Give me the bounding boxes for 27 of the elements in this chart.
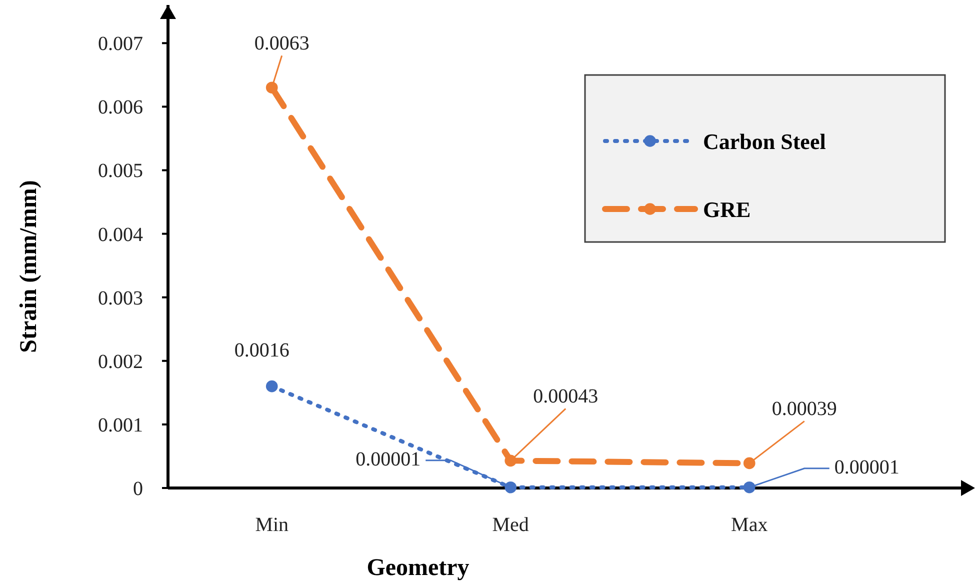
point [504,454,517,467]
x-tick-label: Max [731,514,768,536]
data-label: 0.00001 [834,456,900,478]
legend-label: GRE [703,197,751,222]
point [504,481,517,494]
point [743,481,756,494]
y-tick-label: 0.005 [98,160,143,182]
x-axis-title: Geometry [366,555,470,581]
y-tick-label: 0.003 [98,287,143,310]
point [266,380,278,392]
y-tick-label: 0.004 [98,224,143,246]
y-tick-label: 0.006 [98,96,143,119]
data-label: 0.00043 [533,386,598,408]
data-label: 0.0063 [254,32,310,55]
y-tick-label: 0 [133,478,143,500]
y-tick-label: 0.001 [98,414,143,436]
data-label: 0.00001 [356,448,421,470]
y-axis-title: Strain (mm/mm) [16,180,42,353]
y-tick-label: 0.002 [98,350,143,373]
x-tick-label: Min [255,514,289,536]
y-tick-label: 0.007 [98,33,143,56]
data-label: 0.00039 [772,398,837,420]
legend-label: Carbon Steel [703,129,826,154]
data-label: 0.0016 [234,339,290,362]
x-tick-label: Med [492,514,529,536]
point [266,82,278,94]
point [743,457,756,470]
